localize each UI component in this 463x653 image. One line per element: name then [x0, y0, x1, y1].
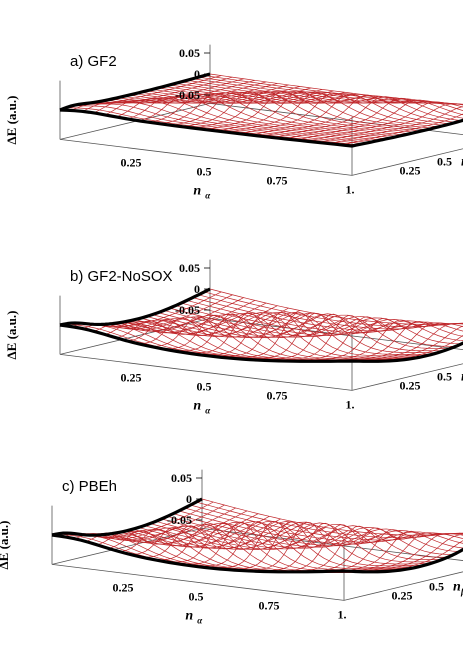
x-axis-label: n [193, 398, 201, 413]
mesh-line [329, 106, 463, 144]
mesh-line [178, 510, 463, 545]
x-tick-label: 0.25 [121, 370, 142, 384]
mesh-line [149, 523, 443, 560]
y-axis-label: n [461, 369, 463, 384]
surface-left-edge [59, 287, 211, 327]
mesh-line [204, 291, 463, 328]
y-axis-label: n [461, 154, 463, 169]
x-tick-label: 0.75 [259, 598, 280, 612]
y-axis-label-subscript: β [460, 586, 463, 596]
mesh-line [192, 297, 463, 332]
z-axis-label: ΔE (a.u.) [4, 96, 19, 145]
mesh-line [161, 518, 454, 555]
surface-left-edge [51, 497, 203, 537]
x-tick-label: 0.5 [189, 589, 204, 603]
z-tick-label: 0.05 [179, 46, 200, 60]
surface-front-edge [51, 533, 463, 574]
y-tick-label: 0.5 [437, 154, 452, 168]
z-tick-label: -0.05 [167, 513, 192, 527]
mesh-line [169, 307, 462, 345]
mesh-line [184, 507, 463, 543]
panel-title: a) GF2 [70, 53, 117, 70]
mesh-line [181, 302, 463, 337]
z-tick-label: 0 [194, 67, 200, 81]
mesh-line [117, 92, 410, 135]
mesh-line [321, 533, 463, 573]
mesh-line [186, 300, 463, 334]
mesh-line [209, 288, 463, 325]
x-axis-label-subscript: α [205, 190, 211, 200]
x-tick-label: 0.25 [121, 155, 142, 169]
x-tick-label: 1. [346, 182, 355, 196]
y-tick-label: 0.25 [400, 378, 421, 392]
mesh-line [152, 313, 445, 352]
mesh-line [144, 522, 437, 563]
x-tick-label: 0.75 [267, 173, 288, 187]
z-tick-label: 0 [194, 282, 200, 296]
x-tick-label: 1. [346, 397, 355, 411]
surface-mesh [51, 498, 463, 574]
mesh-line [204, 75, 463, 105]
mesh-line [169, 84, 462, 122]
mesh-line [196, 501, 463, 539]
mesh-line [140, 312, 433, 355]
mesh-line [134, 312, 428, 357]
mesh-line [186, 79, 463, 112]
surface-front-edge [59, 108, 463, 148]
box-bottom-edge [59, 102, 463, 176]
mesh-line [192, 78, 463, 108]
mesh-line [209, 73, 463, 105]
z-tick-label: 0.05 [179, 261, 200, 275]
mesh-line [167, 516, 460, 552]
y-tick-label: 0.5 [429, 579, 444, 593]
mesh-line [146, 312, 439, 354]
mesh-line [71, 105, 364, 144]
mesh-line [217, 312, 368, 358]
x-axis-label: n [193, 183, 201, 198]
x-axis-label-subscript: α [205, 405, 211, 415]
mesh-line [134, 91, 428, 131]
mesh-line [175, 83, 463, 119]
x-tick-label: 0.25 [113, 580, 134, 594]
mesh-line [138, 521, 431, 565]
mesh-line [163, 310, 456, 347]
x-axis-label: n [185, 608, 193, 623]
x-tick-label: 0.5 [197, 379, 212, 393]
z-axis-label: ΔE (a.u.) [4, 311, 19, 360]
z-tick-label: 0.05 [171, 471, 192, 485]
x-tick-label: 0.5 [197, 164, 212, 178]
surface-mesh [59, 288, 463, 362]
y-tick-label: 0.25 [400, 163, 421, 177]
mesh-line [173, 513, 463, 549]
surface-boundary [59, 287, 463, 363]
x-tick-label: 1. [338, 607, 347, 621]
x-tick-label: 0.75 [267, 388, 288, 402]
panel-title: b) GF2-NoSOX [70, 268, 173, 285]
y-axis-label: n [453, 579, 461, 594]
surface-left-edge [59, 72, 211, 112]
surface-boundary [51, 497, 463, 574]
z-tick-label: -0.05 [175, 88, 200, 102]
y-tick-label: 0.25 [392, 588, 413, 602]
mesh-line [340, 113, 463, 146]
mesh-line [157, 312, 451, 349]
panel-pbeh: c) PBEh 0.05 0 -0.05 ΔE (a.u.) 0.25 0.5 0.75 1. n… [0, 469, 463, 625]
y-tick-label: 0.5 [437, 369, 452, 383]
z-tick-label: -0.05 [175, 303, 200, 317]
mesh-line [190, 504, 463, 541]
z-tick-label: 0 [186, 492, 192, 506]
x-axis-label-subscript: α [197, 615, 203, 625]
mesh-line [198, 294, 463, 330]
panel-gf2-nosox: b) GF2-NoSOX 0.05 0 -0.05 ΔE (a.u.) 0.25 0.5 0.… [4, 259, 463, 415]
surface-boundary [59, 72, 463, 148]
mesh-line [155, 520, 448, 558]
box-bottom-edge [59, 317, 463, 391]
surface-front-edge [59, 323, 463, 363]
mesh-line [318, 103, 463, 143]
z-axis-label: ΔE (a.u.) [0, 521, 11, 570]
panel-title: c) PBEh [62, 478, 117, 495]
mesh-line [201, 498, 463, 536]
